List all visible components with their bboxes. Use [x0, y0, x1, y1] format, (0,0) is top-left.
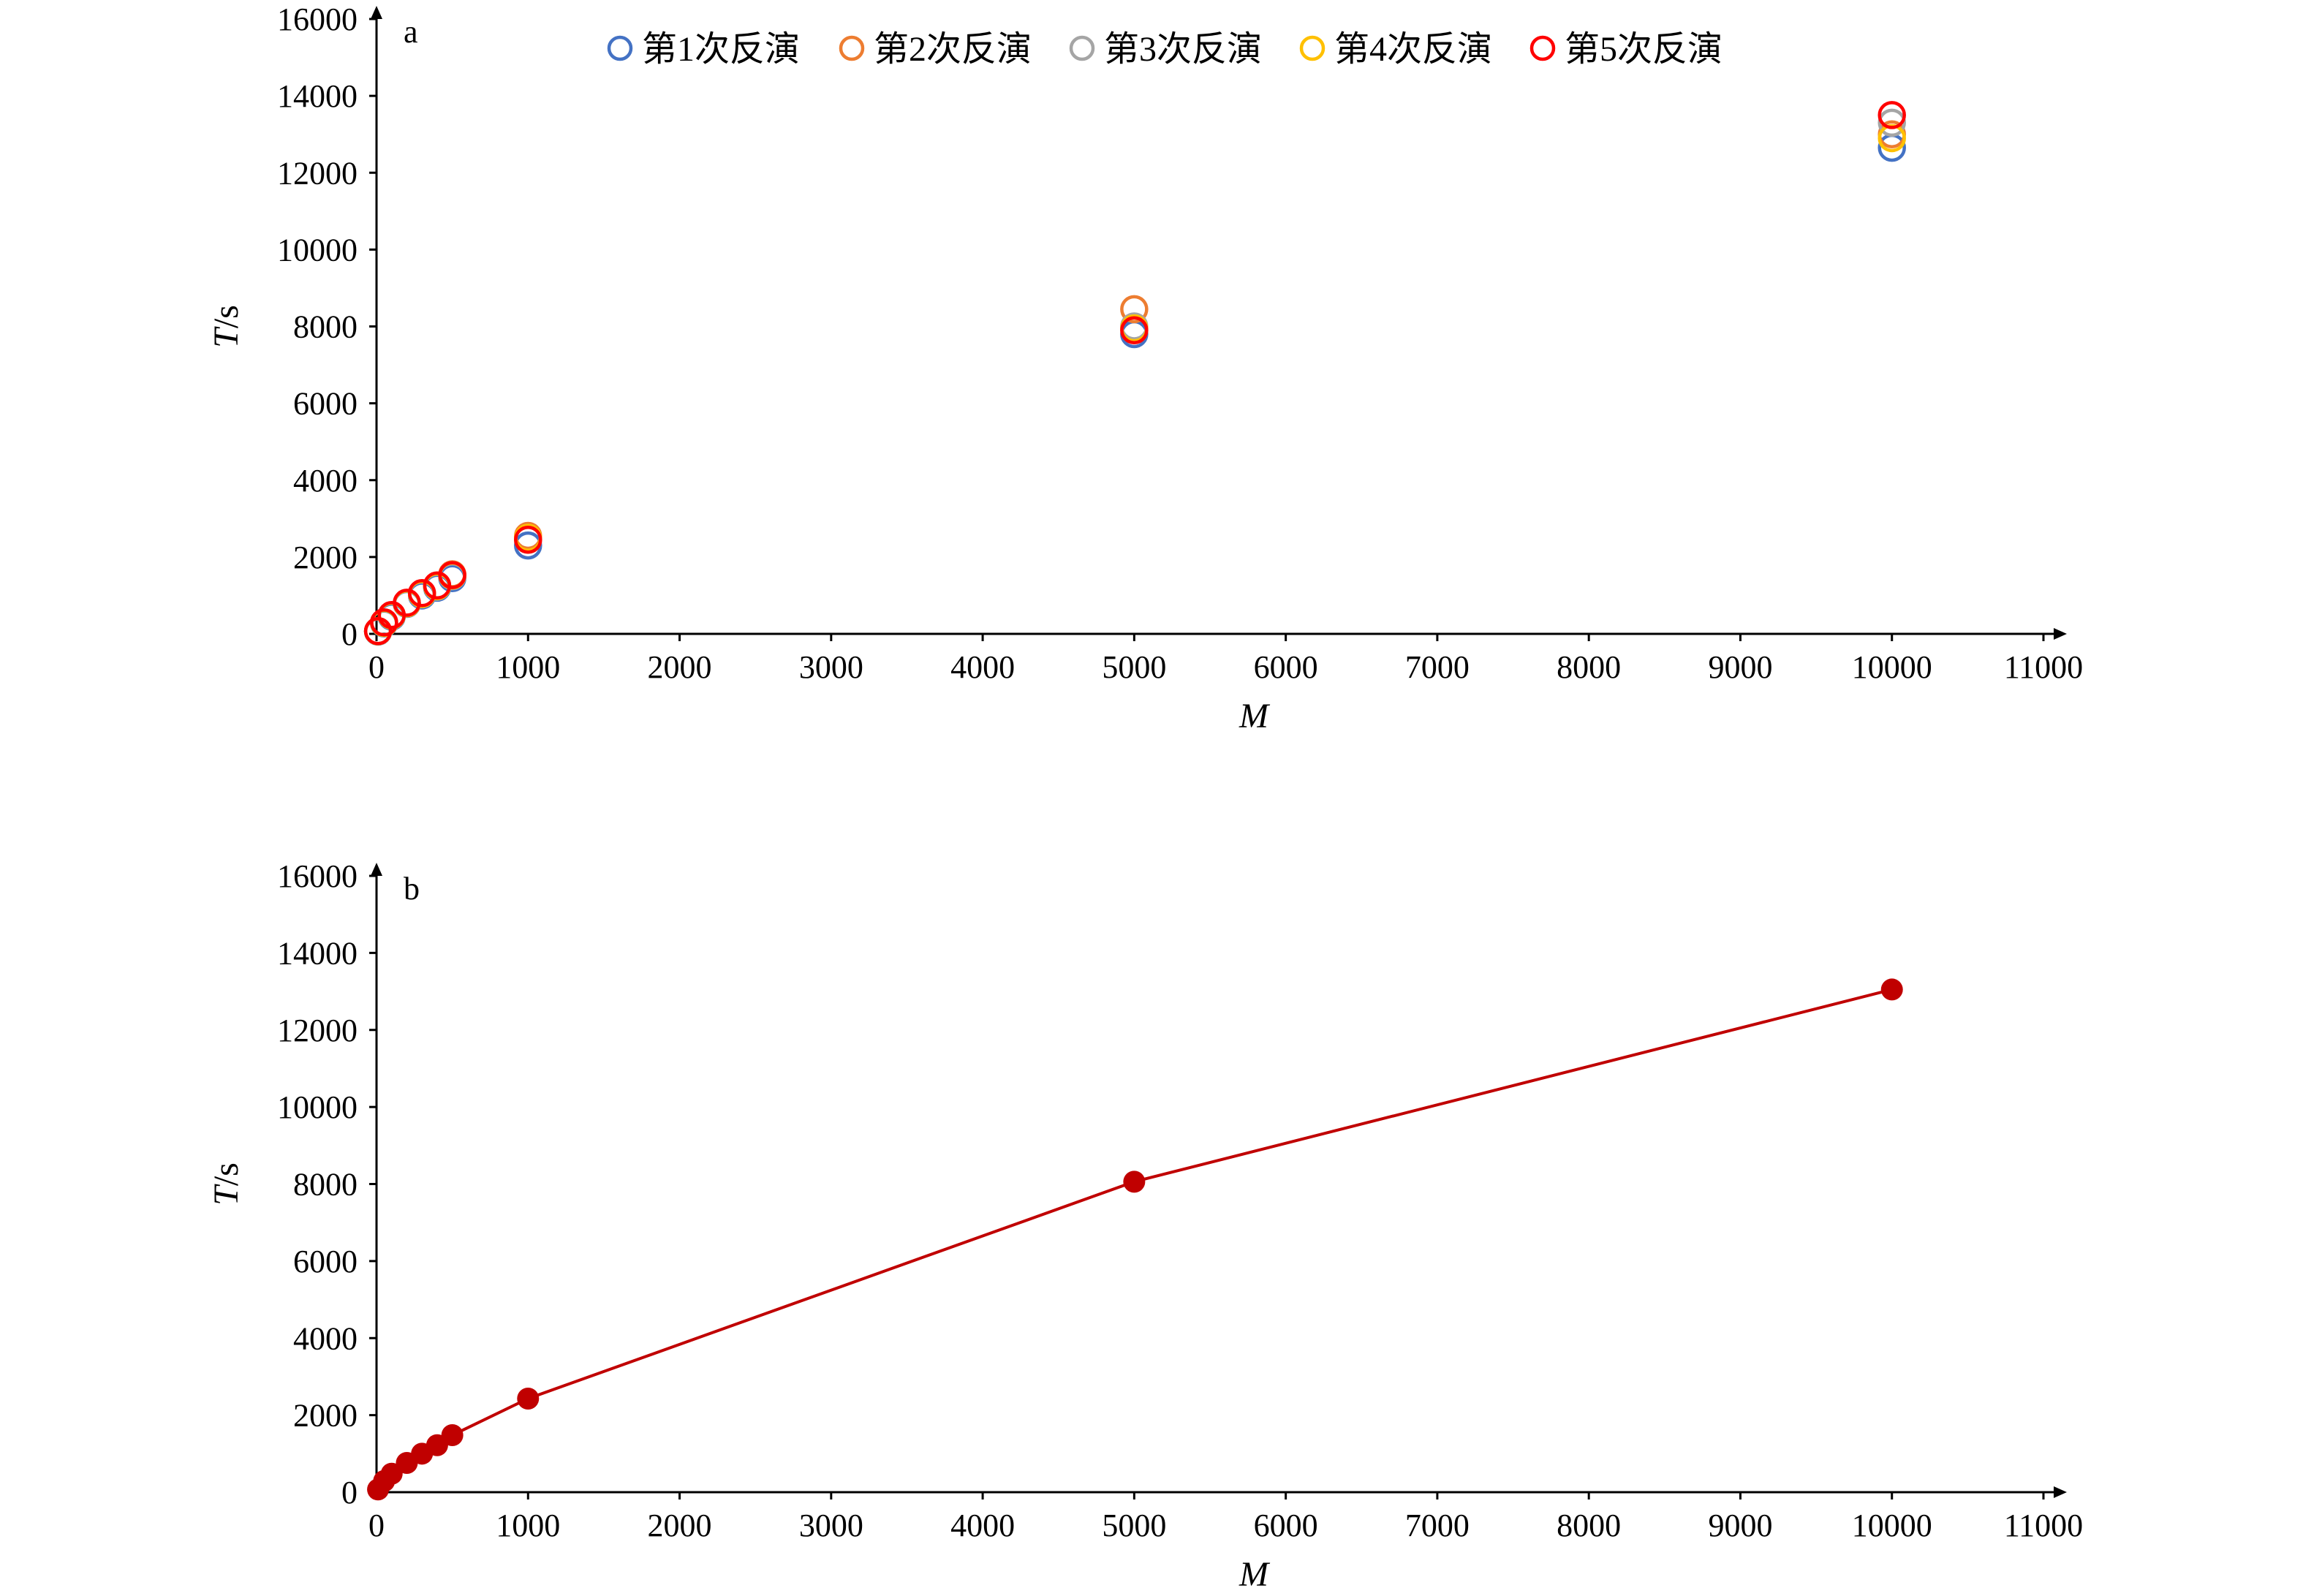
x-axis-arrow [2054, 628, 2067, 640]
scatter-point-5 [407, 579, 436, 608]
scatter-point-5 [363, 616, 393, 646]
legend-marker [1069, 35, 1095, 61]
line-point [1880, 978, 1903, 1001]
y-axis-arrow [371, 863, 382, 876]
legend-marker [607, 35, 633, 61]
x-axis-arrow [2054, 1486, 2067, 1498]
panel-label: a [404, 14, 418, 50]
x-tick-label: 3000 [799, 649, 863, 685]
line-point [441, 1424, 464, 1447]
line-point [1123, 1170, 1146, 1193]
legend-label: 第3次反演 [1104, 30, 1262, 69]
x-tick-label: 6000 [1254, 649, 1318, 685]
scatter-point-5 [423, 571, 452, 600]
y-tick-label: 16000 [277, 1, 358, 37]
x-tick-label: 7000 [1405, 1508, 1470, 1543]
scatter-point-4 [1877, 124, 1906, 153]
y-tick-label: 4000 [293, 463, 358, 499]
x-tick-label: 4000 [950, 649, 1015, 685]
scatter-point-5 [438, 561, 466, 589]
x-tick-label: 11000 [2004, 1508, 2083, 1543]
y-tick-label: 4000 [293, 1320, 358, 1356]
y-tick-label: 12000 [277, 1013, 358, 1048]
y-tick-label: 8000 [293, 309, 358, 345]
x-tick-label: 9000 [1708, 1508, 1772, 1543]
x-tick-label: 0 [368, 1508, 385, 1543]
scatter-point-5 [1877, 101, 1906, 129]
y-tick-label: 0 [341, 616, 358, 652]
legend-label: 第2次反演 [874, 30, 1032, 69]
x-tick-label: 10000 [1852, 1508, 1932, 1543]
legend-marker [1529, 35, 1556, 61]
y-axis-title: T/s [207, 1162, 246, 1206]
y-axis-title: T/s [207, 305, 246, 348]
scatter-point-3 [1877, 108, 1906, 137]
y-tick-label: 0 [341, 1475, 358, 1510]
x-tick-label: 5000 [1102, 649, 1166, 685]
y-tick-label: 10000 [277, 232, 358, 268]
line-point [517, 1387, 540, 1410]
panel-label: b [404, 871, 420, 907]
y-tick-label: 6000 [293, 386, 358, 422]
x-tick-label: 8000 [1557, 1508, 1621, 1543]
scatter-point-5 [393, 589, 421, 617]
series-line [377, 988, 1893, 1491]
y-axis-title-unit: /s [207, 1162, 246, 1186]
y-axis-title-unit: /s [207, 305, 246, 328]
y-tick-label: 12000 [277, 155, 358, 191]
x-axis-title: M [1239, 1555, 1271, 1594]
legend-label: 第1次反演 [642, 30, 800, 69]
scatter-point-5 [370, 608, 398, 637]
x-tick-label: 2000 [648, 649, 712, 685]
x-tick-label: 0 [368, 649, 385, 685]
y-axis-title-symbol: T [207, 1184, 246, 1206]
y-tick-label: 14000 [277, 935, 358, 971]
scatter-point-2 [1120, 295, 1149, 324]
panel-a-chart: 0 1000 2000 3000 4000 5000 6000 7000 8000 9000 100… [207, 1, 2083, 735]
y-tick-label: 16000 [277, 858, 358, 894]
legend-marker [839, 35, 865, 61]
x-tick-label: 10000 [1852, 649, 1932, 685]
x-tick-label: 1000 [496, 649, 560, 685]
legend-marker [1299, 35, 1326, 61]
line-point [380, 1462, 403, 1485]
x-tick-label: 11000 [2004, 649, 2083, 685]
legend-label: 第5次反演 [1565, 30, 1722, 69]
x-tick-label: 7000 [1405, 649, 1470, 685]
x-axis-title: M [1239, 697, 1271, 735]
x-tick-label: 5000 [1102, 1508, 1166, 1543]
x-tick-label: 4000 [950, 1508, 1015, 1543]
x-tick-label: 2000 [648, 1508, 712, 1543]
y-tick-label: 10000 [277, 1089, 358, 1125]
x-tick-label: 1000 [496, 1508, 560, 1543]
panel-b-chart: 0 1000 2000 3000 4000 5000 6000 7000 8000 9000 100… [207, 858, 2083, 1594]
y-tick-label: 2000 [293, 540, 358, 575]
y-tick-label: 2000 [293, 1398, 358, 1434]
x-tick-label: 9000 [1708, 649, 1772, 685]
scatter-point-5 [1120, 316, 1149, 345]
y-tick-label: 6000 [293, 1244, 358, 1279]
x-tick-label: 3000 [799, 1508, 863, 1543]
y-axis-title-symbol: T [207, 326, 246, 348]
x-tick-label: 8000 [1557, 649, 1621, 685]
x-tick-label: 6000 [1254, 1508, 1318, 1543]
y-axis-arrow [371, 6, 382, 19]
scatter-point-5 [514, 525, 542, 554]
y-tick-label: 8000 [293, 1167, 358, 1203]
y-tick-label: 14000 [277, 78, 358, 114]
legend-label: 第4次反演 [1334, 30, 1492, 69]
